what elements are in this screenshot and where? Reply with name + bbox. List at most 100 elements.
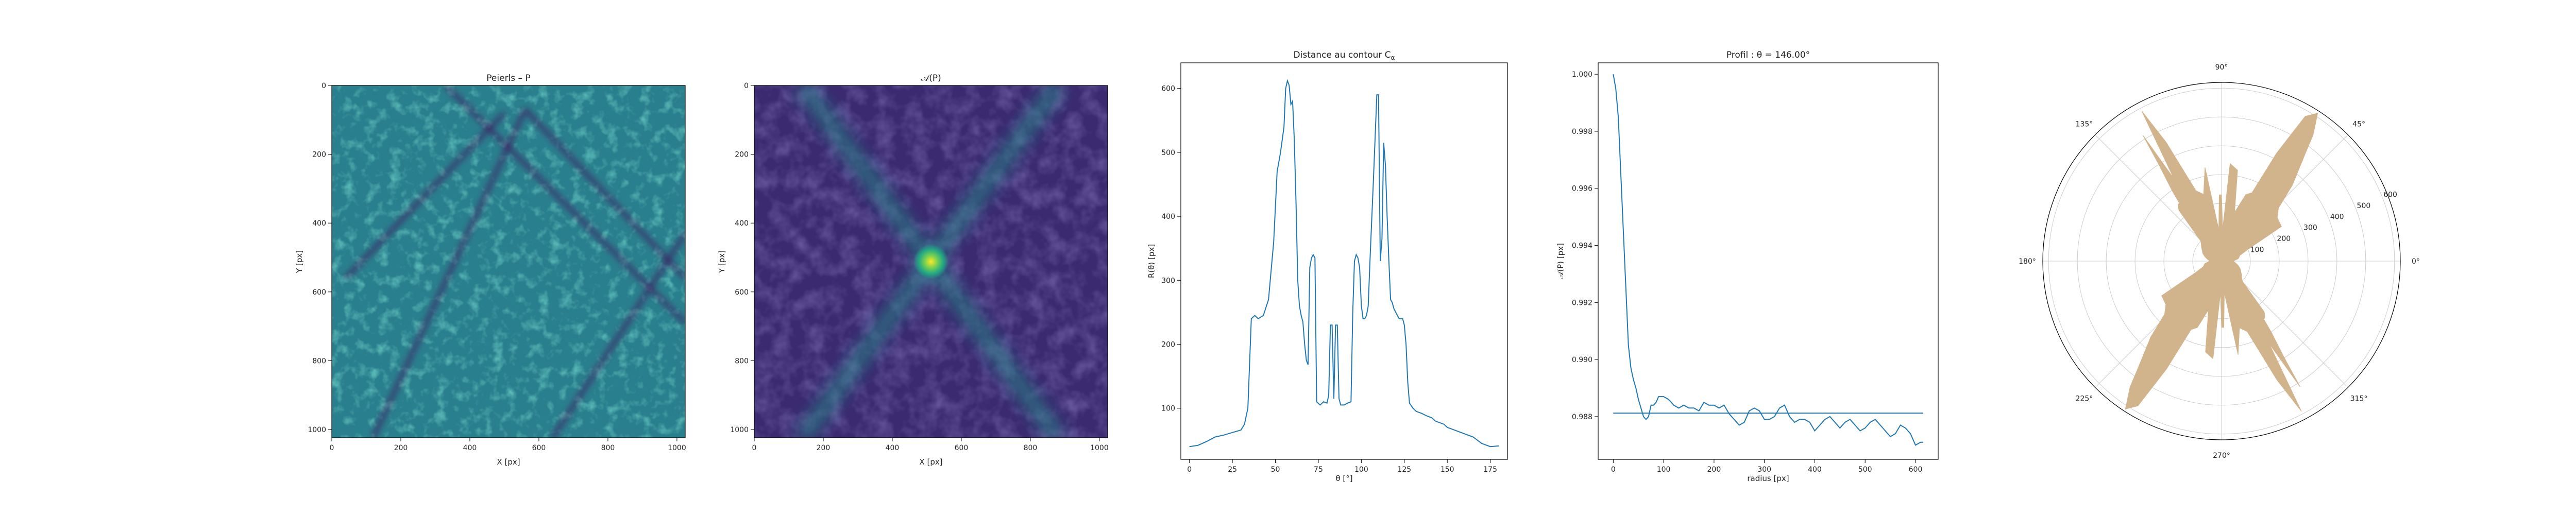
heatmap-p-y-tick-label: 800 <box>312 357 326 365</box>
p-dark-line <box>550 232 685 438</box>
distance-xlabel: θ [°] <box>1335 474 1352 483</box>
heatmap-ap-y-tick-label: 600 <box>735 288 749 297</box>
heatmap-p-ylabel: Y [px] <box>295 250 304 273</box>
heatmap-ap-x-tick-label: 200 <box>817 444 831 452</box>
heatmap-ap-x-tick-label: 1000 <box>1090 444 1109 452</box>
heatmap-p-x-ticks: 0 200 400 600 800 1000 <box>330 438 686 452</box>
heatmap-p-x-tick-label: 400 <box>463 444 477 452</box>
heatmap-ap-y-tick-label: 400 <box>735 219 749 228</box>
distance-series-line <box>1189 79 1499 448</box>
p-dark-line <box>344 111 506 280</box>
polar-angle-tick-label: 90° <box>2215 63 2228 72</box>
distance-x-tick-label: 0 <box>1187 466 1192 474</box>
p-dark-line <box>523 108 685 280</box>
polar-angle-tick-label: 45° <box>2352 120 2365 128</box>
heatmap-ap-title: 𝒜(P) <box>921 73 941 83</box>
polar-angle-tick-label: 270° <box>2213 452 2230 460</box>
heatmap-ap-x-ticks: 0 200 400 600 800 1000 <box>752 438 1109 452</box>
heatmap-p-x-tick-label: 600 <box>532 444 546 452</box>
distance-y-tick-label: 400 <box>1161 213 1175 221</box>
heatmap-p-panel: Peierls – P 0 200 400 600 800 1000 0 200 400 600… <box>295 73 686 467</box>
distance-x-tick-label: 125 <box>1397 466 1411 474</box>
distance-y-tick-label: 500 <box>1161 149 1175 157</box>
heatmap-ap-xlabel: X [px] <box>919 457 942 467</box>
profile-title: Profil : θ = 146.00° <box>1726 50 1810 60</box>
heatmap-p-xlabel: X [px] <box>497 457 520 467</box>
heatmap-ap-x-tick-label: 600 <box>955 444 969 452</box>
distance-y-tick-label: 300 <box>1161 277 1175 285</box>
polar-radial-tick-label: 600 <box>2383 191 2397 199</box>
profile-y-tick-label: 0.990 <box>1572 356 1592 364</box>
heatmap-p-y-tick-label: 0 <box>321 82 326 90</box>
profile-x-tick-label: 100 <box>1657 466 1671 474</box>
polar-angle-tick-label: 180° <box>2019 258 2036 266</box>
distance-x-tick-label: 25 <box>1228 466 1237 474</box>
distance-x-ticks: 0 25 50 75 100 125 150 175 <box>1187 459 1497 474</box>
distance-x-tick-label: 175 <box>1483 466 1497 474</box>
polar-radial-tick-label: 300 <box>2303 224 2317 232</box>
polar-panel: 100 200 300 400 500 600 0° 45° 90° 135° 180° 225° 2… <box>2019 63 2420 460</box>
heatmap-ap-y-tick-label: 800 <box>735 357 749 365</box>
p-dark-line <box>444 85 685 325</box>
polar-angle-tick-label: 315° <box>2350 395 2368 403</box>
heatmap-p-y-ticks: 0 200 400 600 800 1000 <box>308 82 332 434</box>
profile-x-tick-label: 200 <box>1707 466 1721 474</box>
profile-y-tick-label: 0.998 <box>1572 128 1592 136</box>
distance-y-tick-label: 100 <box>1161 405 1175 413</box>
profile-y-tick-label: 1.000 <box>1572 71 1592 79</box>
profile-y-ticks: 0.988 0.990 0.992 0.994 0.996 0.998 1.000 <box>1572 71 1598 421</box>
distance-x-tick-label: 150 <box>1440 466 1454 474</box>
polar-radial-tick-label: 400 <box>2330 213 2344 221</box>
profile-ylabel: 𝒜(P) [px] <box>1556 243 1565 279</box>
heatmap-p-y-tick-label: 600 <box>312 288 326 297</box>
heatmap-ap-y-tick-label: 1000 <box>730 426 749 434</box>
heatmap-ap-y-tick-label: 0 <box>744 82 749 90</box>
profile-y-tick-label: 0.996 <box>1572 185 1592 193</box>
heatmap-p-x-tick-label: 200 <box>394 444 408 452</box>
distance-x-tick-label: 75 <box>1314 466 1323 474</box>
heatmap-ap-x-tick-label: 400 <box>886 444 900 452</box>
heatmap-p-x-tick-label: 0 <box>330 444 334 452</box>
polar-radial-tick-label: 100 <box>2250 246 2264 254</box>
heatmap-ap-panel: 𝒜(P) 0 200 400 600 800 1000 0 200 400 600 800 1000… <box>717 73 1109 467</box>
polar-angle-tick-label: 225° <box>2076 395 2093 403</box>
polar-frame <box>2042 82 2401 440</box>
heatmap-p-y-tick-label: 200 <box>312 151 326 159</box>
profile-y-tick-label: 0.992 <box>1572 299 1592 307</box>
distance-panel: Distance au contour Cα 0 25 50 75 100 125 150 1… <box>1147 50 1508 483</box>
profile-x-tick-label: 0 <box>1611 466 1616 474</box>
polar-rose-shape <box>2125 111 2318 411</box>
distance-y-ticks: 100 200 300 400 500 600 <box>1161 85 1181 413</box>
polar-radial-tick-label: 500 <box>2357 202 2371 210</box>
distance-title: Distance au contour Cα <box>1294 50 1395 61</box>
profile-x-tick-label: 400 <box>1808 466 1822 474</box>
profile-y-tick-label: 0.988 <box>1572 413 1592 421</box>
profile-x-tick-label: 600 <box>1909 466 1923 474</box>
profile-x-ticks: 0 100 200 300 400 500 600 <box>1611 459 1922 474</box>
distance-y-tick-label: 600 <box>1161 85 1175 93</box>
ap-central-peak <box>913 244 948 279</box>
distance-ylabel: R(θ) [px] <box>1147 244 1156 278</box>
distance-y-tick-label: 200 <box>1161 340 1175 349</box>
polar-radial-labels: 100 200 300 400 500 600 <box>2250 191 2397 254</box>
polar-angle-tick-label: 135° <box>2076 120 2093 128</box>
heatmap-p-y-tick-label: 1000 <box>308 426 326 434</box>
profile-x-tick-label: 500 <box>1858 466 1872 474</box>
distance-x-tick-label: 50 <box>1271 466 1280 474</box>
distance-x-tick-label: 100 <box>1354 466 1368 474</box>
heatmap-ap-y-ticks: 0 200 400 600 800 1000 <box>730 82 754 434</box>
profile-xlabel: radius [px] <box>1747 474 1789 483</box>
heatmap-p-title: Peierls – P <box>486 73 530 83</box>
heatmap-p-x-tick-label: 1000 <box>668 444 686 452</box>
profile-y-tick-label: 0.994 <box>1572 242 1592 250</box>
heatmap-ap-ylabel: Y [px] <box>717 250 726 273</box>
heatmap-p-y-tick-label: 400 <box>312 219 326 228</box>
polar-radial-tick-label: 200 <box>2277 235 2291 243</box>
heatmap-p-x-tick-label: 800 <box>601 444 615 452</box>
polar-grid <box>2043 82 2400 440</box>
profile-x-tick-label: 300 <box>1757 466 1771 474</box>
p-dark-line <box>371 108 528 438</box>
heatmap-ap-y-tick-label: 200 <box>735 151 749 159</box>
profile-panel: Profil : θ = 146.00° 0 100 200 300 400 500 600… <box>1556 50 1939 483</box>
